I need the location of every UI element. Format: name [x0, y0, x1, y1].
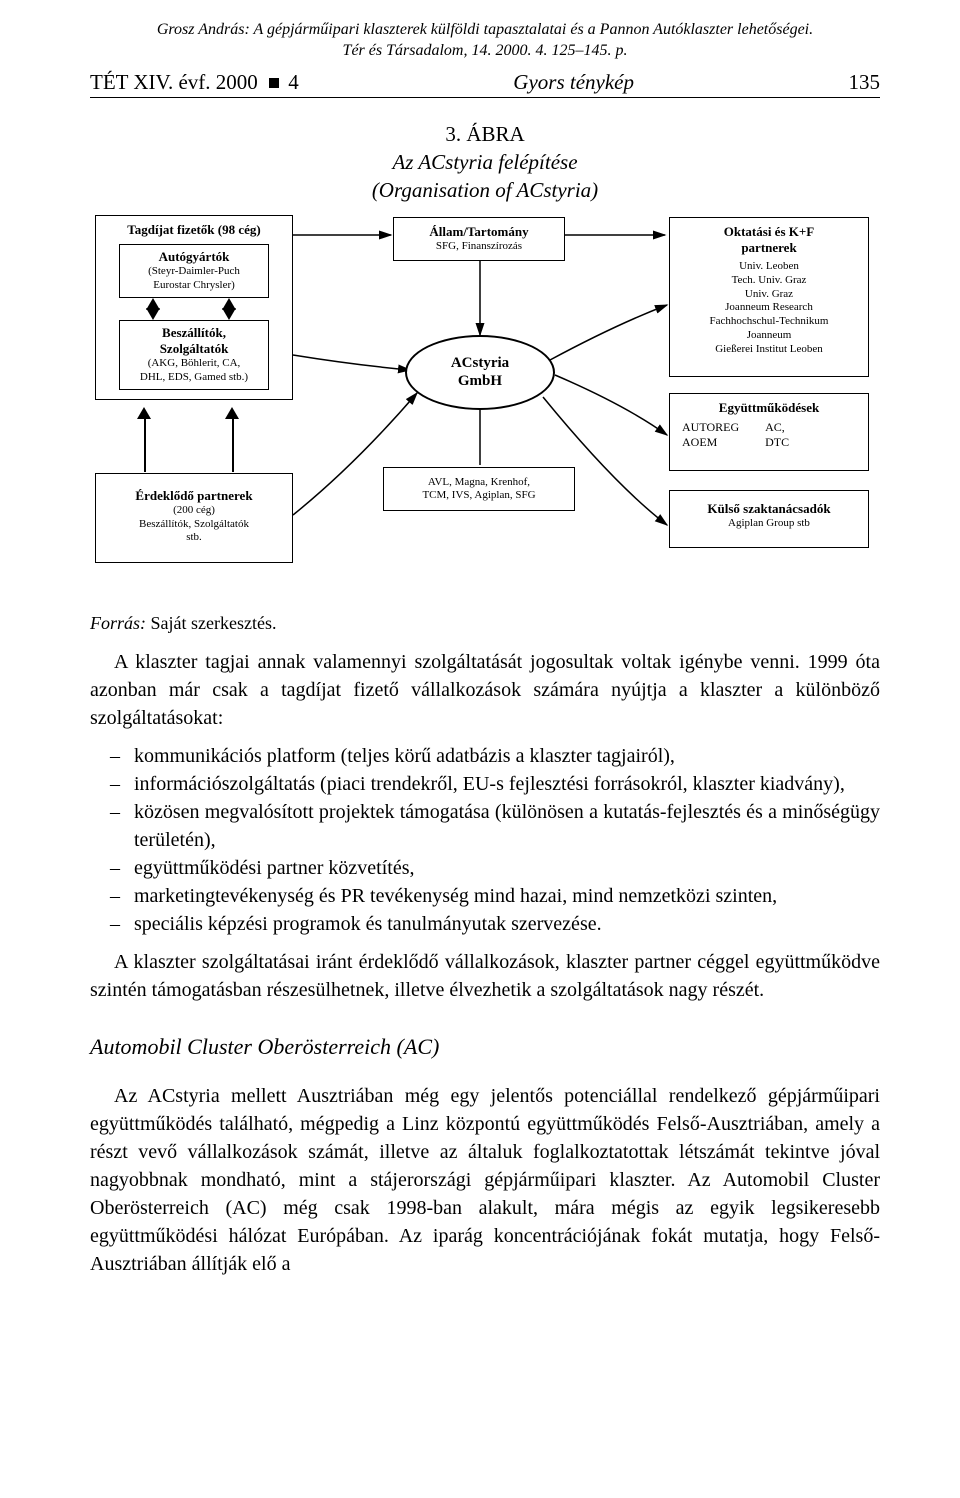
list-item: információszolgáltatás (piaci trendekről…: [134, 770, 880, 798]
list-item: kommunikációs platform (teljes körű adat…: [134, 742, 880, 770]
box-owners: AVL, Magna, Krenhof, TCM, IVS, Agiplan, …: [383, 467, 575, 511]
members-title: Tagdíjat fizetők (98 cég): [104, 222, 284, 238]
source-label: Forrás:: [90, 613, 146, 633]
box-ext: Külső szaktanácsadók Agiplan Group stb: [669, 490, 869, 548]
coop-l2: AOEM: [682, 435, 739, 450]
coop-title: Együttműködések: [678, 400, 860, 416]
issue-no: 4: [288, 70, 299, 94]
box-members: Tagdíjat fizetők (98 cég) Autógyártók (S…: [95, 215, 293, 400]
diagram-container: Tagdíjat fizetők (98 cég) Autógyártók (S…: [95, 215, 875, 595]
coop-r2: DTC: [765, 435, 789, 450]
box-edu: Oktatási és K+F partnerek Univ. Leoben T…: [669, 217, 869, 377]
interested-sub: (200 cég) Beszállítók, Szolgáltatók stb.: [104, 504, 284, 545]
state-sub: SFG, Finanszírozás: [402, 240, 556, 254]
running-head-left: TÉT XIV. évf. 2000 4: [90, 70, 299, 95]
figure-caption: 3. ÁBRA Az ACstyria felépítése (Organisa…: [90, 120, 880, 205]
coop-r1: AC,: [765, 420, 789, 435]
citation-line: Grosz András: A gépjárműipari klaszterek…: [90, 20, 880, 62]
ext-title: Külső szaktanácsadók: [678, 501, 860, 517]
coop-l1: AUTOREG: [682, 420, 739, 435]
suppliers-title: Beszállítók, Szolgáltatók: [124, 325, 264, 358]
running-head: TÉT XIV. évf. 2000 4 Gyors ténykép 135: [90, 70, 880, 98]
figure-title-hu: Az ACstyria felépítése: [392, 150, 577, 174]
center-name: ACstyria GmbH: [451, 354, 509, 390]
bullet-list: kommunikációs platform (teljes körű adat…: [90, 742, 880, 938]
source-text: Saját szerkesztés.: [146, 613, 276, 633]
list-item: együttműködési partner közvetítés,: [134, 854, 880, 882]
ellipse-acstyria: ACstyria GmbH: [405, 335, 555, 410]
paragraph-2: A klaszter szolgáltatásai iránt érdeklőd…: [90, 948, 880, 1004]
edu-list: Univ. Leoben Tech. Univ. Graz Univ. Graz…: [678, 260, 860, 356]
box-coop: Együttműködések AUTOREG AC, AOEM DTC: [669, 393, 869, 471]
owners-list: AVL, Magna, Krenhof, TCM, IVS, Agiplan, …: [392, 474, 566, 504]
list-item: marketingtevékenység és PR tevékenység m…: [134, 882, 880, 910]
figure-title-en: (Organisation of ACstyria): [372, 178, 598, 202]
state-title: Állam/Tartomány: [402, 224, 556, 240]
box-interested: Érdeklődő partnerek (200 cég) Beszállító…: [95, 473, 293, 563]
journal-ref: TÉT XIV. évf. 2000: [90, 70, 258, 94]
page-number: 135: [849, 70, 881, 95]
edu-title: Oktatási és K+F partnerek: [678, 224, 860, 257]
figure-source: Forrás: Saját szerkesztés.: [90, 613, 880, 634]
section-heading: Automobil Cluster Oberösterreich (AC): [90, 1034, 880, 1060]
box-oems: Autógyártók (Steyr-Daimler-Puch Eurostar…: [119, 244, 269, 298]
paragraph-3: Az ACstyria mellett Ausztriában még egy …: [90, 1082, 880, 1278]
ext-sub: Agiplan Group stb: [678, 517, 860, 531]
interested-title: Érdeklődő partnerek: [104, 488, 284, 504]
filled-square-icon: [269, 78, 279, 88]
suppliers-sub: (AKG, Böhlerit, CA, DHL, EDS, Gamed stb.…: [124, 357, 264, 385]
box-state: Állam/Tartomány SFG, Finanszírozás: [393, 217, 565, 261]
paragraph-1: A klaszter tagjai annak valamennyi szolg…: [90, 648, 880, 732]
oems-sub: (Steyr-Daimler-Puch Eurostar Chrysler): [124, 265, 264, 293]
figure-number: 3. ÁBRA: [445, 122, 524, 146]
running-head-center: Gyors ténykép: [299, 70, 849, 95]
citation-line-2: Tér és Társadalom, 14. 2000. 4. 125–145.…: [343, 42, 628, 59]
list-item: speciális képzési programok és tanulmány…: [134, 910, 880, 938]
list-item: közösen megvalósított projektek támogatá…: [134, 798, 880, 854]
oems-title: Autógyártók: [124, 249, 264, 265]
box-suppliers: Beszállítók, Szolgáltatók (AKG, Böhlerit…: [119, 320, 269, 390]
citation-line-1: Grosz András: A gépjárműipari klaszterek…: [157, 21, 813, 38]
